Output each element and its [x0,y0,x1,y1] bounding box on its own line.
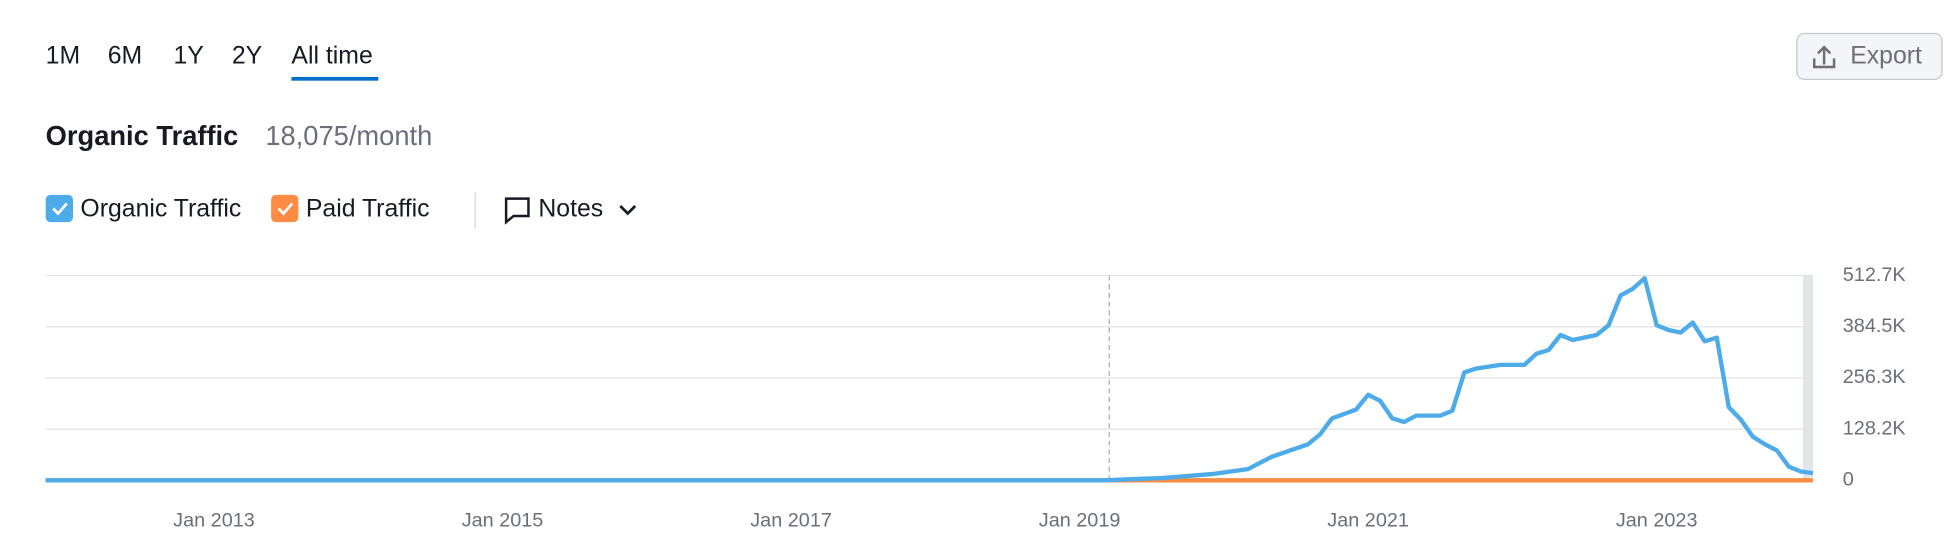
notes-button[interactable]: Notes [504,195,637,225]
export-icon [1812,45,1836,69]
series-line [45,276,1814,483]
tab[interactable]: 1M [46,43,80,70]
check [52,202,68,216]
legend-checkbox[interactable] [45,194,73,223]
notes-icon [504,197,530,225]
active-underline [291,76,379,81]
tab[interactable]: 6M [108,43,142,70]
y-tick-label: 128.2K [1843,417,1907,439]
chevron [619,205,637,216]
x-tick-label: Jan 2015 [462,510,544,532]
x-tick-label: Jan 2021 [1327,510,1409,532]
export-button[interactable]: Export [1796,32,1943,81]
tab-bar: 1M 6M 1Y 2Y All time [46,43,379,81]
x-tick-label: Jan 2017 [750,510,832,532]
y-tick-label: 0 [1843,469,1854,491]
chart-title: Organic Traffic [46,120,239,151]
notes-label[interactable]: Notes [538,195,603,222]
legend-label: Organic Traffic [80,195,241,222]
check [277,202,294,216]
button-label[interactable]: Export [1850,43,1922,70]
tab[interactable]: 2Y [232,43,262,70]
y-tick-label: 384.5K [1843,315,1907,337]
y-tick-label: 512.7K [1843,264,1907,286]
legend-checkbox[interactable] [271,194,299,223]
plot: 0 128.2K 256.3K 384.5K 512.7K Jan 2013 Jan 201… [45,264,1907,532]
legend: Organic Traffic Paid Traffic [45,194,430,223]
y-tick-label: 256.3K [1843,366,1907,388]
x-tick-label: Jan 2019 [1039,510,1121,532]
x-tick-label: Jan 2023 [1616,510,1698,532]
tab-active[interactable]: All time [291,43,372,70]
x-tick-label: Jan 2013 [173,510,255,532]
chart-subtitle: 18,075/month [265,120,432,151]
legend-label: Paid Traffic [306,195,430,222]
tab[interactable]: 1Y [174,43,204,70]
